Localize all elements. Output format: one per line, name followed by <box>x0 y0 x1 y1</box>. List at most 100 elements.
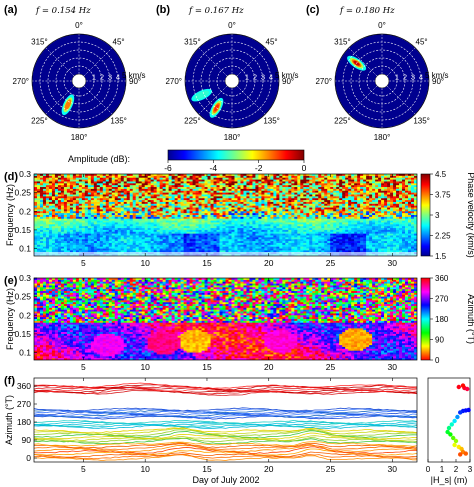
phase-velocity-cell <box>312 213 316 216</box>
phase-velocity-cell <box>186 177 190 180</box>
phase-velocity-cell <box>174 179 178 182</box>
phase-velocity-cell <box>354 250 358 253</box>
phase-velocity-cell <box>141 190 146 193</box>
phase-velocity-cell <box>114 200 119 203</box>
phase-velocity-cell <box>216 181 220 184</box>
phase-velocity-cell <box>342 200 346 203</box>
phase-velocity-cell <box>129 235 134 238</box>
phase-velocity-cell <box>192 205 196 208</box>
phase-velocity-cell <box>201 213 205 216</box>
phase-velocity-cell <box>84 188 89 192</box>
phase-velocity-cell <box>105 242 110 246</box>
phase-velocity-cell <box>279 183 283 186</box>
phase-velocity-cell <box>339 183 343 186</box>
phase-velocity-cell <box>42 175 47 179</box>
phase-velocity-cell <box>63 248 68 251</box>
phase-velocity-cell <box>327 203 331 206</box>
phase-velocity-cell <box>291 203 295 206</box>
phase-velocity-cell <box>126 229 131 233</box>
phase-velocity-cell <box>156 244 160 247</box>
phase-velocity-cell <box>336 196 340 199</box>
phase-velocity-cell <box>360 201 364 205</box>
phase-velocity-cell <box>333 242 337 246</box>
phase-velocity-cell <box>243 174 247 177</box>
phase-velocity-cell <box>216 203 220 206</box>
phase-velocity-cell <box>246 209 250 212</box>
phase-velocity-cell <box>132 185 137 188</box>
phase-velocity-cell <box>105 183 110 186</box>
phase-velocity-cell <box>231 242 235 246</box>
phase-velocity-cell <box>159 194 163 197</box>
phase-velocity-cell <box>51 231 56 234</box>
polar-angle-label: 315° <box>334 37 351 46</box>
phase-velocity-cell <box>45 241 50 244</box>
phase-velocity-cell <box>261 235 265 238</box>
phase-velocity-cell <box>291 209 295 212</box>
phase-velocity-cell <box>339 248 343 251</box>
phase-velocity-cell <box>354 174 358 177</box>
phase-velocity-cell <box>336 200 340 203</box>
phase-velocity-cell <box>48 209 53 212</box>
phase-velocity-cell <box>234 198 238 201</box>
phase-velocity-cell <box>207 228 211 231</box>
phase-velocity-cell <box>342 239 346 242</box>
phase-velocity-cell <box>63 216 68 220</box>
phase-velocity-cell <box>240 242 244 246</box>
phase-velocity-cell <box>231 192 235 195</box>
phase-velocity-cell <box>231 231 235 234</box>
phase-velocity-cell <box>285 229 289 233</box>
phase-velocity-cell <box>66 239 71 242</box>
phase-velocity-cell <box>312 198 316 201</box>
phase-velocity-cell <box>246 188 250 192</box>
phase-velocity-cell <box>60 175 65 179</box>
phase-velocity-cell <box>225 239 229 242</box>
phase-velocity-cell <box>96 226 101 229</box>
phase-velocity-cell <box>87 211 92 214</box>
phase-velocity-cell <box>339 209 343 212</box>
phase-velocity-cell <box>165 244 169 247</box>
phase-velocity-cell <box>297 179 301 182</box>
phase-velocity-cell <box>330 248 334 251</box>
phase-velocity-cell <box>114 213 119 216</box>
phase-velocity-cell <box>330 242 334 246</box>
phase-velocity-cell <box>36 244 41 247</box>
phase-velocity-cell <box>333 183 337 186</box>
phase-velocity-cell <box>183 187 187 190</box>
phase-velocity-cell <box>108 185 113 188</box>
phase-velocity-cell <box>63 174 68 177</box>
phase-velocity-cell <box>108 177 113 180</box>
phase-velocity-cell <box>210 205 214 208</box>
phase-velocity-cell <box>135 177 140 180</box>
phase-velocity-cell <box>168 188 172 192</box>
phase-velocity-cell <box>195 188 199 192</box>
phase-velocity-cell <box>282 246 286 249</box>
phase-velocity-cell <box>162 205 166 208</box>
phase-velocity-cell <box>204 229 208 233</box>
phase-velocity-cell <box>117 222 122 225</box>
phase-velocity-cell <box>153 228 157 231</box>
phase-velocity-cell <box>102 190 107 193</box>
phase-velocity-cell <box>150 250 154 253</box>
phase-velocity-cell <box>285 188 289 192</box>
phase-velocity-cell <box>96 174 101 177</box>
phase-velocity-cell <box>333 229 337 233</box>
phase-velocity-cell <box>168 183 172 186</box>
phase-velocity-cell <box>201 177 205 180</box>
phase-velocity-cell <box>51 241 56 244</box>
phase-velocity-cell <box>219 203 223 206</box>
phase-velocity-cell <box>168 181 172 184</box>
phase-velocity-cell <box>90 248 95 251</box>
phase-velocity-cell <box>267 228 271 231</box>
phase-velocity-cell <box>162 200 166 203</box>
phase-velocity-cell <box>288 233 292 236</box>
phase-velocity-cell <box>51 192 56 195</box>
phase-velocity-cell <box>192 242 196 246</box>
phase-velocity-cell <box>294 201 298 205</box>
phase-velocity-cell <box>264 205 268 208</box>
phase-velocity-cell <box>267 226 271 229</box>
phase-velocity-cell <box>345 190 349 193</box>
phase-velocity-cell <box>120 237 125 240</box>
phase-velocity-cell <box>162 220 166 223</box>
phase-velocity-cell <box>189 248 193 251</box>
phase-velocity-cell <box>174 229 178 233</box>
